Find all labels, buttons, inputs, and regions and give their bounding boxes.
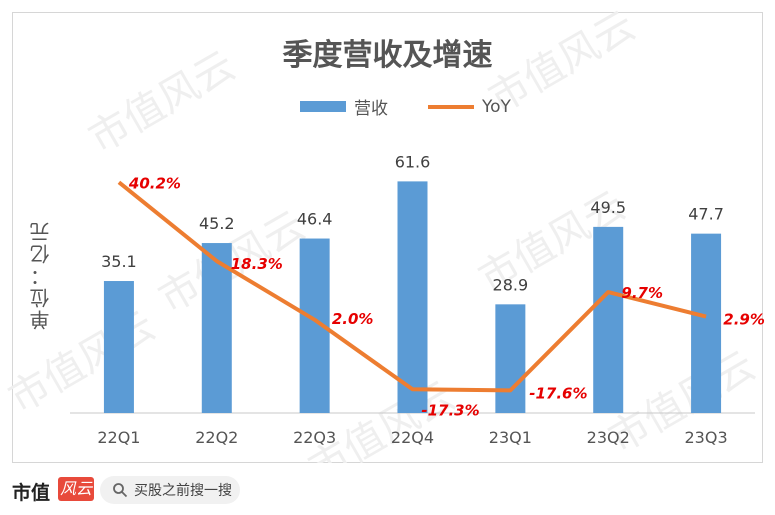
bar-revenue bbox=[495, 304, 526, 413]
bar-revenue bbox=[691, 233, 722, 413]
yoy-value-label: 40.2% bbox=[128, 174, 181, 192]
yoy-value-label: 18.3% bbox=[231, 255, 283, 273]
chart-title: 季度营收及增速 bbox=[282, 38, 493, 73]
bar-value-label: 46.4 bbox=[297, 210, 333, 229]
x-tick-label: 23Q3 bbox=[685, 428, 728, 447]
yoy-value-label: 2.0% bbox=[332, 310, 374, 328]
chart-frame bbox=[12, 12, 763, 463]
bar-revenue bbox=[201, 243, 232, 413]
bar-revenue bbox=[397, 181, 428, 413]
brand-logo: 风云 bbox=[58, 477, 94, 501]
x-tick-label: 23Q1 bbox=[489, 428, 532, 447]
search-placeholder: 买股之前搜一搜 bbox=[134, 483, 232, 499]
bar-value-label: 28.9 bbox=[493, 275, 529, 294]
yoy-value-label: -17.6% bbox=[529, 384, 587, 402]
x-tick-label: 22Q4 bbox=[391, 428, 434, 447]
x-tick-label: 23Q2 bbox=[587, 428, 630, 447]
bar-value-label: 61.6 bbox=[395, 152, 431, 171]
yoy-value-label: 9.7% bbox=[621, 284, 663, 302]
x-tick-label: 22Q2 bbox=[195, 428, 238, 447]
legend-swatch-yoy bbox=[428, 104, 474, 109]
legend: 营收 YoY bbox=[300, 94, 511, 119]
x-tick-label: 22Q1 bbox=[97, 428, 140, 447]
bar-value-label: 49.5 bbox=[590, 198, 626, 217]
series-line-yoy bbox=[117, 180, 707, 393]
footer: 市值 风云 买股之前搜一搜 bbox=[0, 463, 775, 515]
bar-revenue bbox=[593, 226, 624, 413]
search-icon bbox=[113, 483, 128, 498]
bar-value-label: 35.1 bbox=[101, 252, 137, 271]
legend-label-yoy: YoY bbox=[482, 96, 511, 117]
yoy-value-label: -17.3% bbox=[421, 401, 479, 419]
brand-name: 市值 bbox=[12, 482, 51, 504]
yoy-value-label: 2.9% bbox=[723, 311, 765, 329]
search-box[interactable]: 买股之前搜一搜 bbox=[100, 476, 240, 504]
plot-area: 35.1 22Q1 45.2 22Q2 46.4 22Q3 61.6 22Q4 28.9 23Q1… bbox=[70, 152, 765, 447]
x-tick-label: 22Q3 bbox=[293, 428, 336, 447]
legend-swatch-revenue bbox=[300, 101, 346, 112]
legend-label-revenue: 营收 bbox=[354, 99, 388, 119]
bar-value-label: 45.2 bbox=[199, 214, 235, 233]
bar-revenue bbox=[103, 281, 134, 413]
bar-value-label: 47.7 bbox=[688, 205, 724, 224]
